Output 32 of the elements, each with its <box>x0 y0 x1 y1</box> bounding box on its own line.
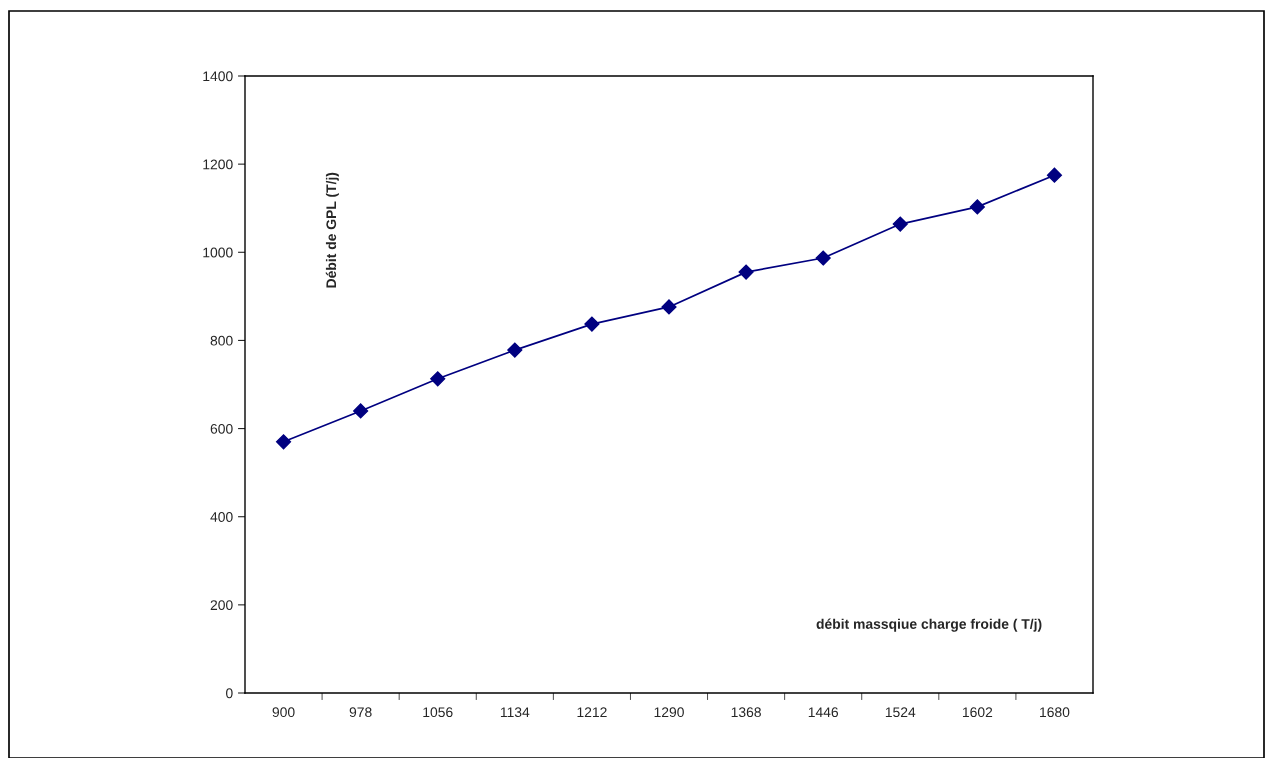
point <box>584 316 600 332</box>
x-tick-label: 978 <box>349 707 372 718</box>
point <box>969 199 985 215</box>
point <box>661 299 677 315</box>
x-tick-label: 1524 <box>885 707 916 718</box>
y-tick-label: 1200 <box>203 159 233 170</box>
y-tick-label: 600 <box>210 423 233 434</box>
x-axis-title: débit massqiue charge froide ( T/j) <box>816 618 1042 632</box>
x-tick-label: 1602 <box>962 707 993 718</box>
point <box>430 371 446 387</box>
x-tick-label: 1290 <box>654 707 684 718</box>
x-tick-label: 900 <box>272 707 295 718</box>
y-tick-label: 1000 <box>203 247 233 258</box>
y-tick-label: 1400 <box>203 71 233 82</box>
x-tick-label: 1446 <box>808 707 839 718</box>
y-tick-label: 0 <box>226 688 233 699</box>
point <box>353 403 369 419</box>
x-tick-label: 1134 <box>500 707 530 718</box>
y-tick-label: 800 <box>210 335 233 346</box>
x-tick-label: 1368 <box>731 707 761 718</box>
point <box>815 250 831 266</box>
point <box>738 264 754 280</box>
point <box>507 342 523 358</box>
x-tick-label: 1212 <box>577 707 607 717</box>
y-tick-label: 200 <box>210 600 233 611</box>
x-tick-label: 1056 <box>423 707 453 718</box>
x-tick-label: 1680 <box>1040 707 1070 718</box>
y-axis-title: Débit de GPL (T/j) <box>325 172 339 288</box>
point <box>1046 167 1063 183</box>
point <box>892 216 908 232</box>
y-tick-label: 400 <box>210 512 233 522</box>
point <box>275 434 292 450</box>
